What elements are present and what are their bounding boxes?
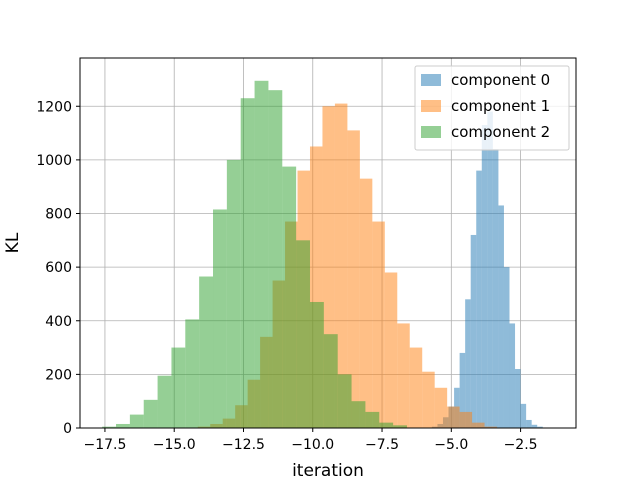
bar-series-0-bin-9 bbox=[481, 125, 488, 428]
bar-series-2-bin-16 bbox=[323, 334, 338, 428]
bar-series-0-bin-5 bbox=[459, 352, 466, 428]
bar-series-2-bin-19 bbox=[365, 411, 380, 428]
bar-series-1-bin-14 bbox=[372, 221, 385, 428]
bar-series-0-bin-10 bbox=[487, 111, 493, 428]
y-tick-label-3: 600 bbox=[45, 260, 72, 276]
y-axis-label: KL bbox=[3, 232, 23, 253]
bar-series-2-bin-7 bbox=[199, 276, 214, 428]
bar-series-2-bin-21 bbox=[393, 425, 407, 428]
x-axis-ticks: −17.5 −15.0 −12.5 −10.0 −7.5 −5.0 −2.5 bbox=[83, 428, 538, 453]
bar-series-1-bin-13 bbox=[359, 178, 373, 428]
bar-series-1-bin-19 bbox=[434, 387, 448, 428]
y-tick-label-4: 800 bbox=[45, 207, 72, 223]
legend: component 0 component 1 component 2 bbox=[414, 65, 570, 151]
bar-series-0-bin-13 bbox=[503, 267, 510, 428]
bar-series-0-bin-17 bbox=[526, 419, 532, 428]
legend-box bbox=[414, 65, 570, 151]
bar-series-2-bin-18 bbox=[351, 401, 366, 428]
bar-series-0-bin-12 bbox=[498, 205, 504, 428]
bar-series-1-bin-20 bbox=[447, 406, 460, 428]
legend-label-0: component 0 bbox=[451, 71, 550, 89]
histogram-bars bbox=[102, 80, 543, 429]
legend-swatch-0 bbox=[421, 74, 441, 86]
bar-series-2-bin-14 bbox=[296, 240, 310, 428]
legend-label-2: component 2 bbox=[451, 123, 550, 141]
plot-frame bbox=[79, 57, 577, 429]
bar-series-2-bin-3 bbox=[143, 399, 158, 428]
bar-series-2-bin-6 bbox=[185, 319, 200, 428]
bar-series-1-bin-17 bbox=[409, 347, 423, 428]
y-tick-label-6: 1200 bbox=[36, 99, 72, 115]
bar-series-2-bin-15 bbox=[309, 301, 324, 428]
x-tick-label-4: −7.5 bbox=[365, 437, 399, 453]
bar-series-0-bin-14 bbox=[509, 323, 516, 428]
bar-series-2-bin-8 bbox=[213, 209, 227, 428]
bar-series-2-bin-11 bbox=[254, 80, 269, 428]
bar-series-1-bin-16 bbox=[397, 323, 410, 428]
bar-series-1-bin-23 bbox=[484, 426, 498, 428]
bar-series-1-bin-18 bbox=[422, 371, 435, 428]
bar-series-2-bin-20 bbox=[379, 422, 394, 428]
bar-series-2-bin-13 bbox=[282, 166, 297, 428]
legend-swatch-1 bbox=[421, 100, 441, 112]
bar-series-2-bin-4 bbox=[157, 375, 172, 428]
bar-series-0-bin-7 bbox=[470, 234, 477, 428]
bar-series-0-bin-15 bbox=[515, 369, 521, 428]
bar-series-0-bin-16 bbox=[520, 403, 527, 428]
x-tick-label-2: −12.5 bbox=[222, 437, 265, 453]
x-axis-label: iteration bbox=[292, 461, 364, 480]
bar-series-2-bin-9 bbox=[226, 159, 241, 428]
x-tick-label-3: −10.0 bbox=[291, 437, 334, 453]
y-tick-label-1: 200 bbox=[45, 367, 72, 383]
bar-series-2-bin-2 bbox=[129, 414, 144, 428]
x-tick-label-6: −2.5 bbox=[504, 437, 538, 453]
x-tick-label-1: −15.0 bbox=[153, 437, 196, 453]
bar-series-0-bin-8 bbox=[476, 170, 482, 428]
bar-series-1-bin-21 bbox=[459, 411, 473, 428]
bar-series-0-bin-6 bbox=[465, 299, 471, 428]
y-axis-ticks: 0 200 400 600 800 1000 1200 bbox=[36, 99, 80, 437]
bar-series-0-bin-11 bbox=[492, 149, 499, 428]
bar-series-0-bin-19 bbox=[537, 426, 543, 428]
x-tick-label-5: −5.0 bbox=[434, 437, 468, 453]
bar-series-2-bin-1 bbox=[116, 423, 130, 428]
bar-series-0-bin-18 bbox=[531, 424, 538, 428]
legend-swatch-2 bbox=[421, 126, 441, 138]
y-tick-label-5: 1000 bbox=[36, 153, 72, 169]
bar-series-1-bin-11 bbox=[334, 103, 348, 428]
bar-series-2-bin-5 bbox=[171, 347, 186, 428]
bar-series-2-bin-17 bbox=[337, 374, 352, 428]
y-tick-label-0: 0 bbox=[63, 421, 72, 437]
y-tick-label-2: 400 bbox=[45, 314, 72, 330]
bar-series-2-bin-10 bbox=[240, 98, 255, 428]
series-2-bars bbox=[102, 80, 407, 428]
bar-series-2-bin-12 bbox=[268, 90, 283, 428]
bar-series-1-bin-12 bbox=[347, 130, 360, 429]
bar-series-1-bin-22 bbox=[472, 422, 485, 428]
bar-series-1-bin-15 bbox=[384, 272, 398, 428]
x-tick-label-0: −17.5 bbox=[83, 437, 126, 453]
bar-series-2-bin-0 bbox=[102, 426, 117, 428]
legend-label-1: component 1 bbox=[451, 97, 550, 115]
